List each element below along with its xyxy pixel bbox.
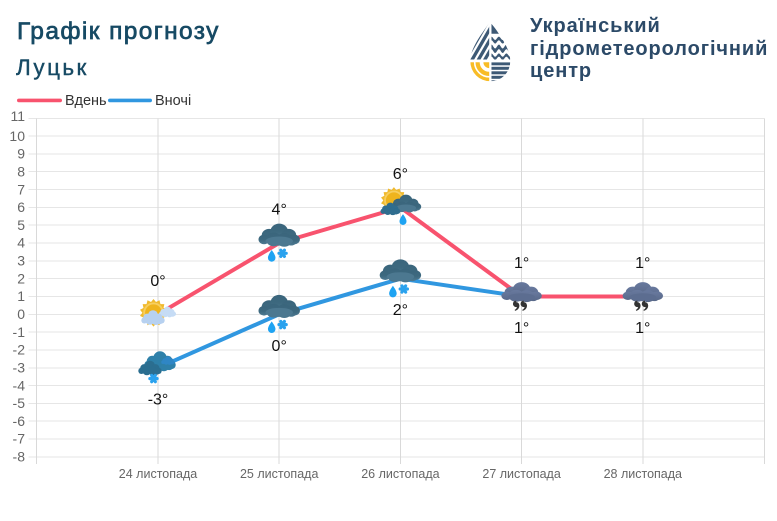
svg-text:0: 0 <box>17 306 25 322</box>
svg-text:-8: -8 <box>13 449 26 465</box>
svg-text:0°: 0° <box>150 273 165 290</box>
svg-text:4: 4 <box>17 235 25 251</box>
svg-text:0°: 0° <box>272 338 287 355</box>
svg-text:-1: -1 <box>13 324 26 340</box>
svg-text:1°: 1° <box>635 255 650 272</box>
svg-text:-3: -3 <box>13 360 26 376</box>
svg-text:28 листопада: 28 листопада <box>604 467 682 481</box>
svg-text:-5: -5 <box>13 395 26 411</box>
svg-text:10: 10 <box>9 128 25 144</box>
svg-text:25 листопада: 25 листопада <box>240 467 318 481</box>
svg-text:24 листопада: 24 листопада <box>119 467 197 481</box>
svg-text:1°: 1° <box>635 320 650 337</box>
svg-text:1: 1 <box>17 288 25 304</box>
svg-text:2°: 2° <box>393 302 408 319</box>
svg-text:9: 9 <box>17 146 25 162</box>
svg-text:1°: 1° <box>514 320 529 337</box>
svg-text:6°: 6° <box>393 166 408 183</box>
svg-text:8: 8 <box>17 163 25 179</box>
svg-text:6: 6 <box>17 199 25 215</box>
svg-text:-2: -2 <box>13 342 26 358</box>
svg-text:7: 7 <box>17 181 25 197</box>
svg-text:Вдень: Вдень <box>65 93 107 109</box>
svg-text:-3°: -3° <box>148 391 169 408</box>
svg-text:1°: 1° <box>514 255 529 272</box>
svg-text:2: 2 <box>17 270 25 286</box>
svg-text:11: 11 <box>10 108 25 124</box>
svg-text:-4: -4 <box>13 377 26 393</box>
svg-text:-7: -7 <box>13 431 26 447</box>
svg-text:3: 3 <box>17 253 25 269</box>
svg-text:26 листопада: 26 листопада <box>361 467 439 481</box>
svg-text:27 листопада: 27 листопада <box>482 467 560 481</box>
svg-text:4°: 4° <box>272 202 287 219</box>
svg-text:5: 5 <box>17 217 25 233</box>
svg-text:Вночі: Вночі <box>155 93 191 109</box>
svg-text:-6: -6 <box>13 413 26 429</box>
